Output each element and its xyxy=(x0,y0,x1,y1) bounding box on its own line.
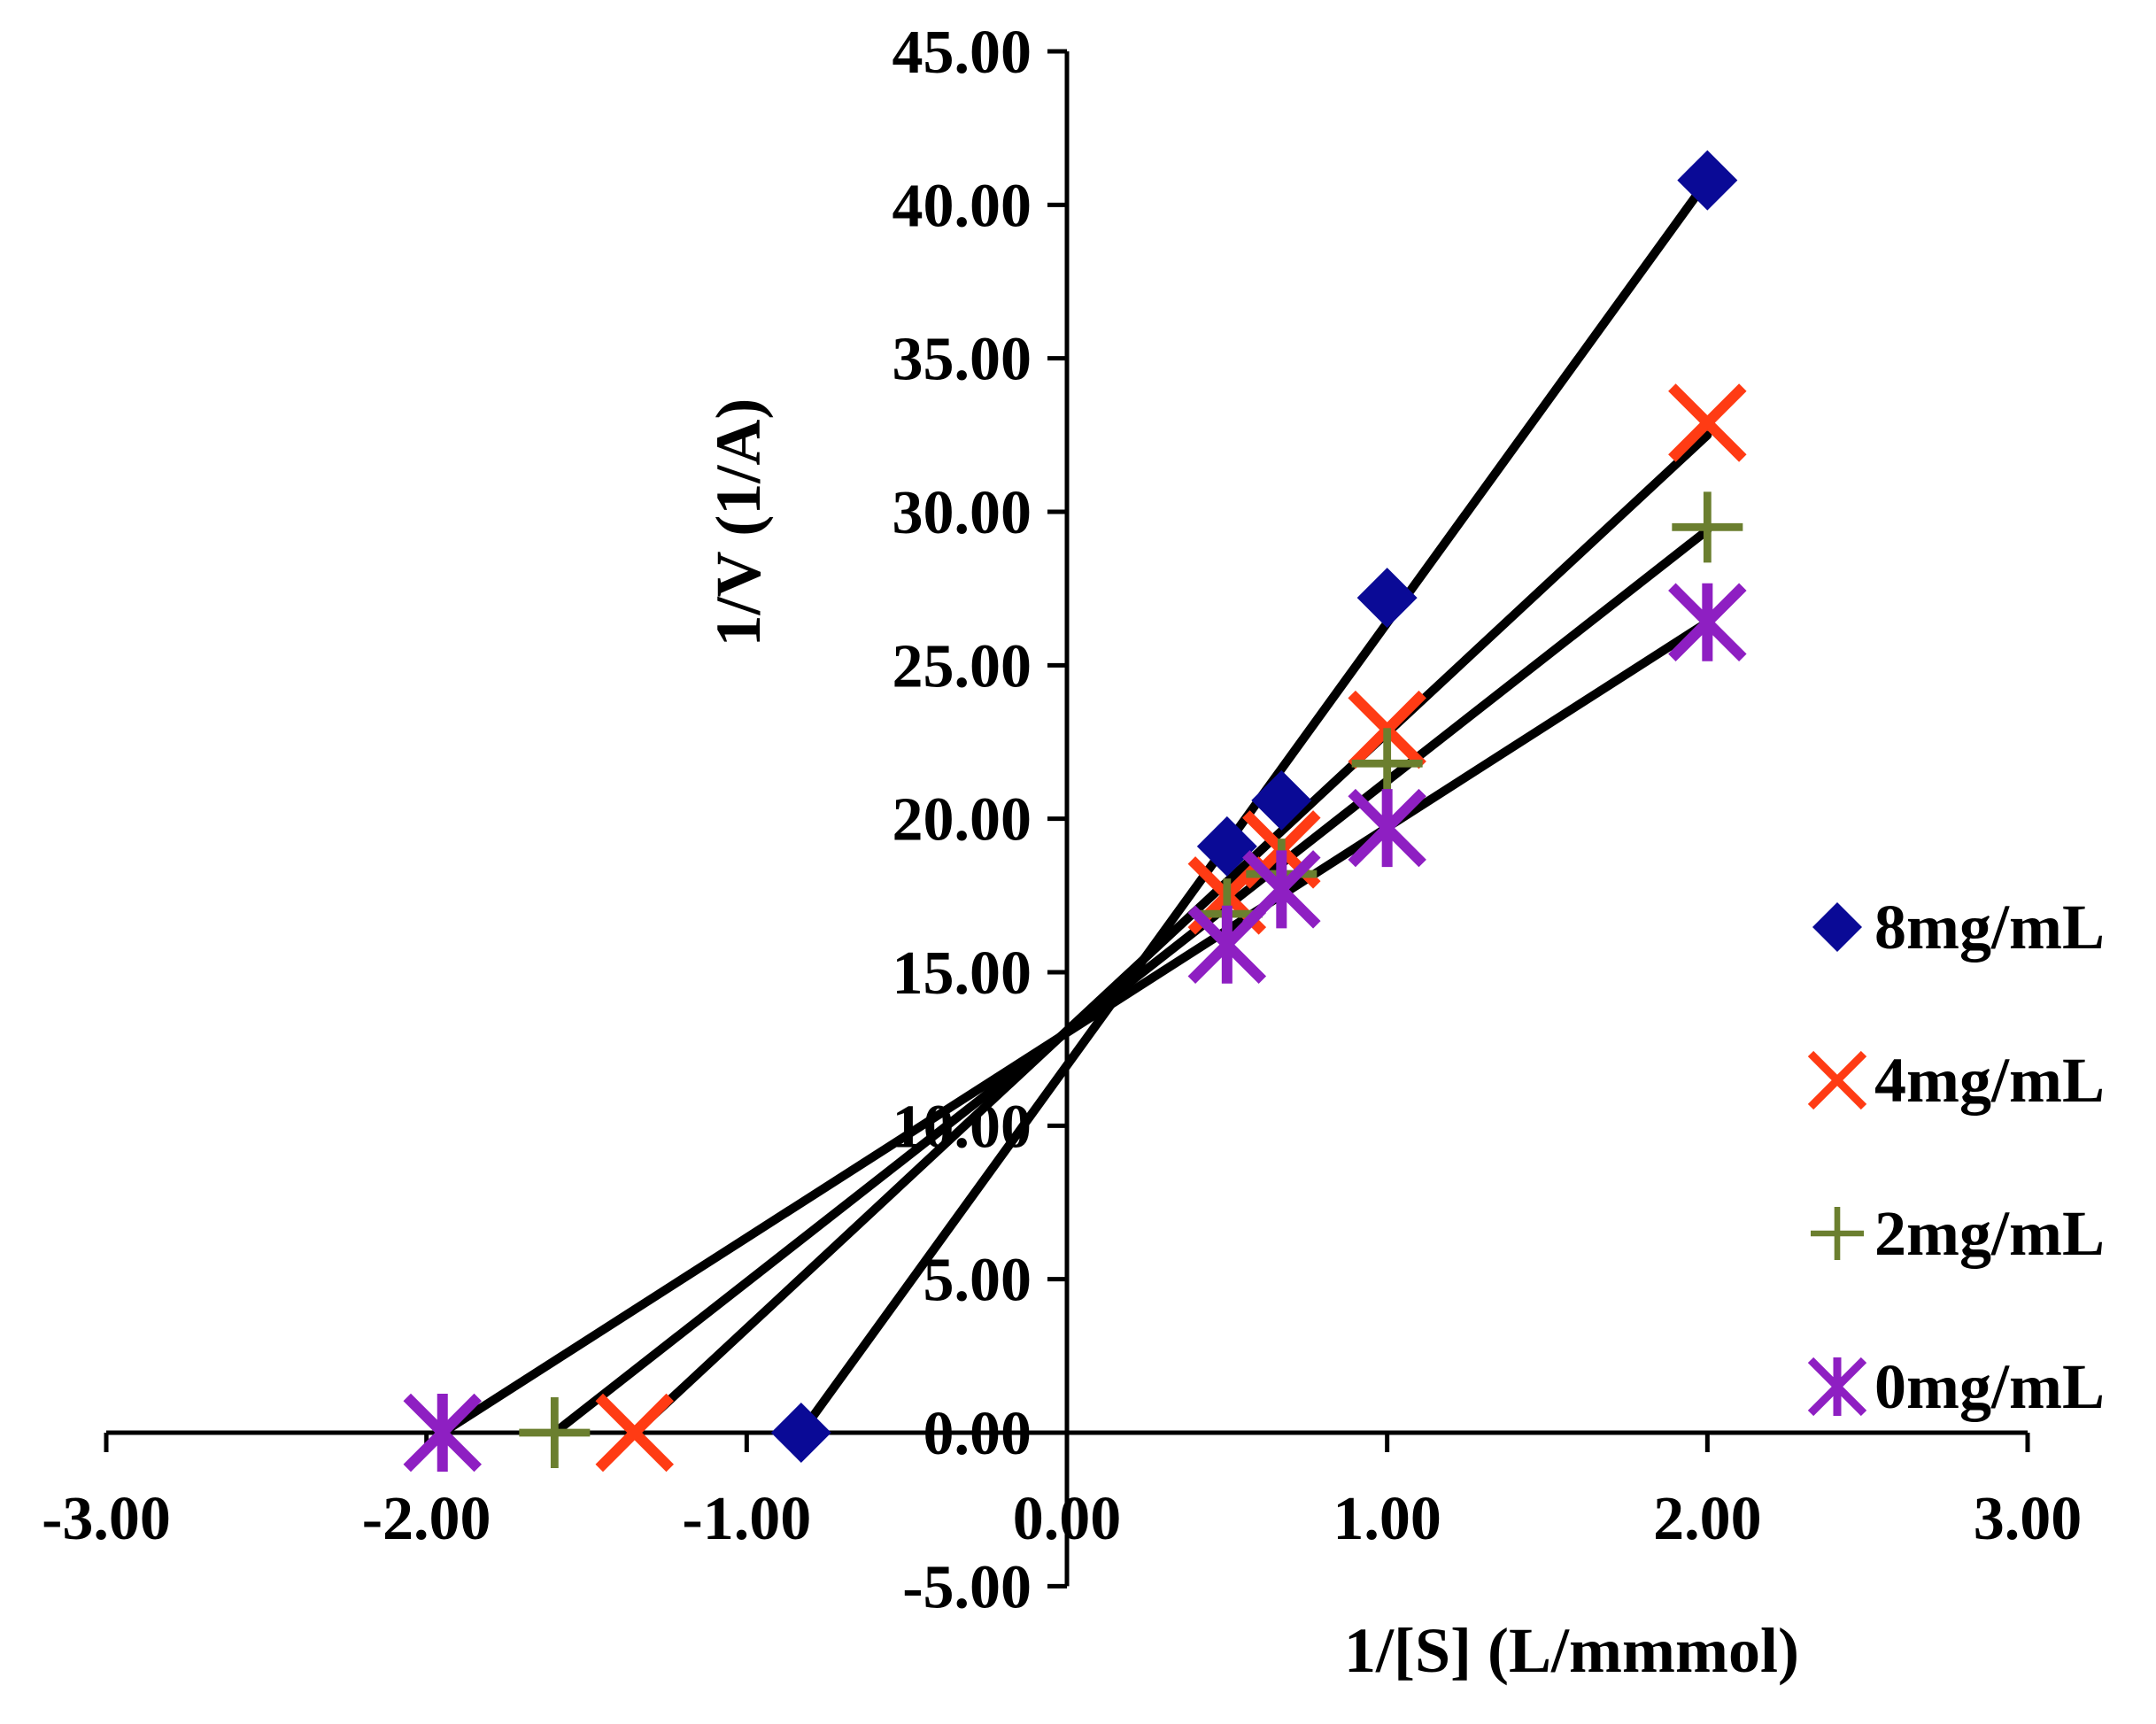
y-tick-label: 40.00 xyxy=(893,172,1032,240)
axes xyxy=(104,49,2030,1589)
x-tick-label: 3.00 xyxy=(1974,1485,2083,1553)
series-0mg/mL xyxy=(403,583,1747,1473)
y-axis-title: 1/V (1/A) xyxy=(703,398,774,647)
x-tick-label: 0.00 xyxy=(1013,1485,1122,1553)
data-point xyxy=(1677,150,1738,211)
data-point xyxy=(519,1397,591,1468)
x-tick-label: 1.00 xyxy=(1333,1485,1441,1553)
fit-line-8mg/mL xyxy=(796,175,1712,1437)
x-tick-label: 2.00 xyxy=(1653,1485,1762,1553)
data-point xyxy=(1668,583,1747,662)
y-tick-label: 25.00 xyxy=(893,632,1032,700)
legend-label: 4mg/mL xyxy=(1874,1045,2105,1116)
legend-label: 2mg/mL xyxy=(1874,1198,2105,1269)
y-tick-label: 5.00 xyxy=(923,1247,1032,1315)
data-point xyxy=(1348,788,1426,868)
y-tick-label: 10.00 xyxy=(893,1093,1032,1161)
legend-label: 0mg/mL xyxy=(1874,1351,2105,1422)
y-tick-label: 30.00 xyxy=(893,479,1032,547)
data-point xyxy=(770,1403,831,1463)
fit-lines xyxy=(437,175,1712,1437)
legend-label: 8mg/mL xyxy=(1874,892,2105,963)
legend: 8mg/mL 4mg/mL 2mg/mL 0mg/mL xyxy=(1807,892,2105,1422)
data-point xyxy=(1668,383,1747,462)
x-axis-title: 1/[S] (L/mmmol) xyxy=(1344,1615,1799,1686)
data-point xyxy=(595,1393,674,1473)
y-tick-label: -5.00 xyxy=(902,1553,1032,1621)
data-point xyxy=(1356,568,1418,629)
fit-line-2mg/mL xyxy=(550,525,1712,1437)
y-tick-label: 15.00 xyxy=(893,939,1032,1008)
x-tick-label: -2.00 xyxy=(362,1485,491,1553)
y-tick-label: 0.00 xyxy=(923,1400,1032,1468)
legend-item: 0mg/mL xyxy=(1807,1351,2105,1422)
legend-item: 4mg/mL xyxy=(1807,1045,2105,1116)
data-point xyxy=(1807,1357,1867,1417)
legend-item: 2mg/mL xyxy=(1811,1198,2105,1269)
fit-line-0mg/mL xyxy=(437,617,1712,1437)
data-point xyxy=(1242,850,1321,929)
data-point xyxy=(1807,1050,1867,1110)
x-tick-label: -3.00 xyxy=(42,1485,171,1553)
data-point xyxy=(1251,769,1312,831)
legend-item: 8mg/mL xyxy=(1812,892,2105,963)
data-point xyxy=(1672,491,1743,563)
y-tick-label: 35.00 xyxy=(893,326,1032,394)
y-tick-label: 20.00 xyxy=(893,786,1032,854)
markers xyxy=(403,150,1747,1473)
fit-line-4mg/mL xyxy=(630,430,1712,1437)
y-tick-label: 45.00 xyxy=(893,19,1032,87)
data-point xyxy=(1811,1207,1864,1260)
data-point xyxy=(1351,728,1423,800)
series-8mg/mL xyxy=(770,150,1738,1463)
x-tick-label: -1.00 xyxy=(682,1485,811,1553)
data-point xyxy=(403,1393,482,1473)
data-point xyxy=(1812,902,1862,952)
data-point xyxy=(1196,816,1257,877)
tick-labels: -5.000.005.0010.0015.0020.0025.0030.0035… xyxy=(42,19,2082,1621)
